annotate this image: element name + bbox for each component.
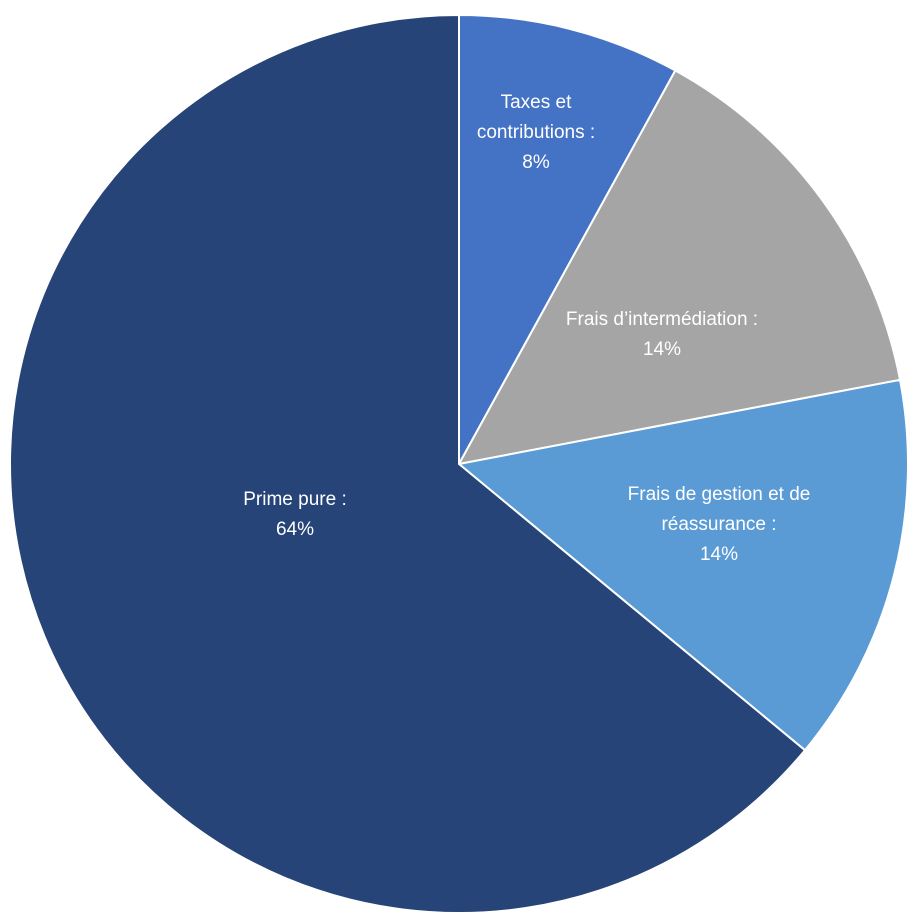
value-label: 64% [275,519,315,540]
pie-slice [457,69,902,466]
slice-label: Frais de gestion et de réassurance : 14% [604,480,834,570]
value-label: 14% [699,544,739,565]
slice-label: Frais d’intermédiation : 14% [532,305,792,365]
category-label: Frais d’intermédiation : [565,309,759,330]
value-label: 8% [522,152,550,173]
value-label: 14% [642,339,682,360]
pie-slice [456,378,909,752]
category-label: Taxes et contributions : [476,92,596,143]
slice-label: Taxes et contributions : 8% [461,88,611,178]
slice-label: Prime pure : 64% [215,485,375,545]
category-label: Prime pure : [243,489,347,510]
pie-slice [9,13,807,914]
pie-slice [458,13,677,465]
category-label: Frais de gestion et de réassurance : [627,484,811,535]
